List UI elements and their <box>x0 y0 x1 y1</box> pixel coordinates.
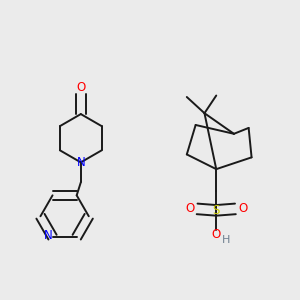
Text: N: N <box>44 229 52 242</box>
Text: O: O <box>76 81 86 94</box>
Text: O: O <box>185 202 194 215</box>
Text: O: O <box>212 228 221 241</box>
Text: O: O <box>238 202 248 215</box>
Text: S: S <box>213 204 220 217</box>
Text: H: H <box>221 235 230 245</box>
Text: N: N <box>76 156 85 169</box>
